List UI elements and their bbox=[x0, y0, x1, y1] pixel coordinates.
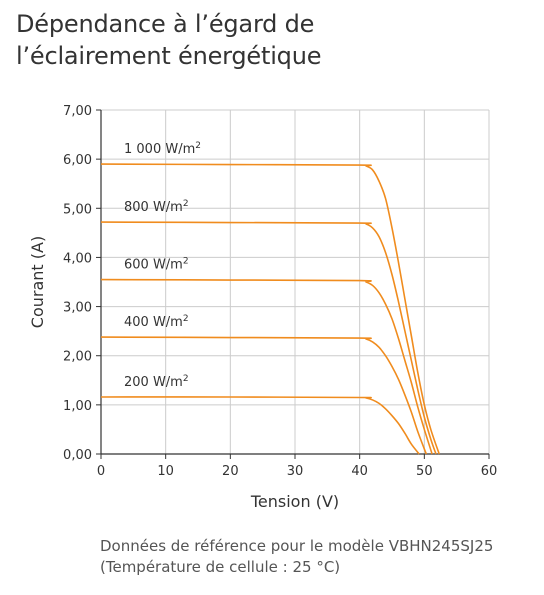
y-axis-label: Courant (A) bbox=[28, 236, 47, 328]
y-tick-label: 5,00 bbox=[63, 202, 92, 217]
x-tick-label: 10 bbox=[157, 464, 174, 479]
x-tick-label: 40 bbox=[351, 464, 368, 479]
x-axis-label: Tension (V) bbox=[250, 492, 339, 511]
x-tick-label: 30 bbox=[287, 464, 304, 479]
y-tick-label: 4,00 bbox=[63, 251, 92, 266]
series-curve bbox=[100, 278, 433, 455]
y-tick-label: 2,00 bbox=[63, 350, 92, 365]
x-tick-label: 50 bbox=[416, 464, 433, 479]
series-curve bbox=[100, 336, 428, 455]
note-line-1: Données de référence pour le modèle VBHN… bbox=[100, 537, 494, 555]
series-label: 400 W/m2 bbox=[124, 314, 189, 330]
title-line-1: Dépendance à l’égard de bbox=[16, 10, 315, 38]
chart-title: Dépendance à l’égard de l’éclairement én… bbox=[16, 8, 536, 72]
x-tick-label: 0 bbox=[97, 464, 105, 479]
y-tick-label: 0,00 bbox=[63, 448, 92, 463]
y-tick-label: 6,00 bbox=[63, 153, 92, 168]
y-tick-label: 1,00 bbox=[63, 399, 92, 414]
x-tick-label: 20 bbox=[222, 464, 239, 479]
reference-note: Données de référence pour le modèle VBHN… bbox=[100, 536, 540, 578]
x-tick-label: 60 bbox=[481, 464, 498, 479]
series-curve bbox=[100, 221, 437, 455]
series-label: 200 W/m2 bbox=[124, 374, 189, 390]
iv-chart: 0,00 1,00 2,00 3,00 4,00 5,00 6,00 7,00 0 10 20 30 4… bbox=[28, 104, 498, 511]
note-line-2: (Température de cellule : 25 °C) bbox=[100, 558, 341, 576]
series-label: 600 W/m2 bbox=[124, 257, 189, 273]
series-curve bbox=[100, 163, 440, 455]
series-label: 1 000 W/m2 bbox=[124, 141, 201, 157]
series-label: 800 W/m2 bbox=[124, 199, 189, 215]
series-curve bbox=[100, 396, 420, 455]
y-tick-label: 3,00 bbox=[63, 301, 92, 316]
title-line-2: l’éclairement énergétique bbox=[16, 42, 322, 70]
y-tick-label: 7,00 bbox=[63, 104, 92, 119]
